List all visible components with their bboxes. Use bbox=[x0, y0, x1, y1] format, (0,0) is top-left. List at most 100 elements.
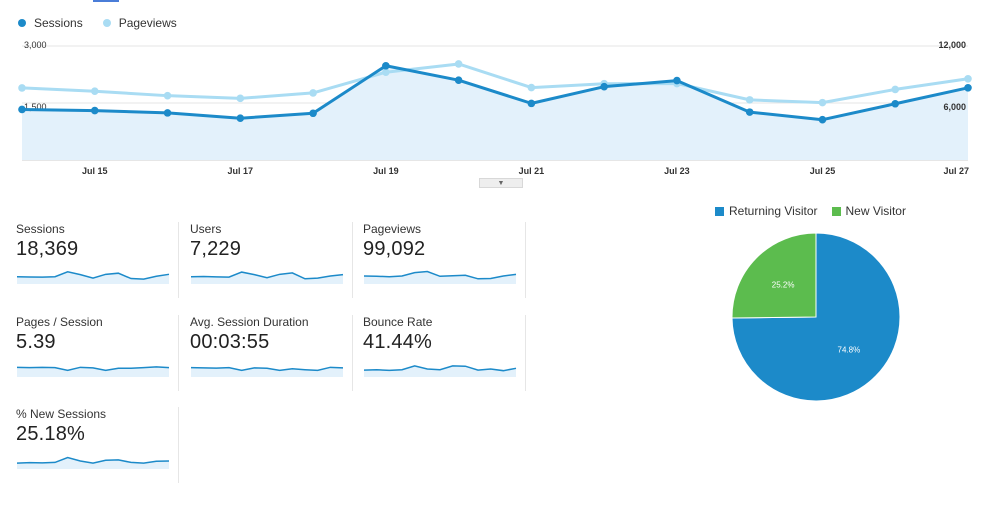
sessions-point[interactable] bbox=[309, 109, 317, 118]
chart-collapse-handle[interactable]: ▼ bbox=[479, 178, 523, 188]
sessions-point[interactable] bbox=[673, 76, 681, 85]
pie-chart: 74.8% 25.2% bbox=[731, 232, 901, 402]
pie-slice[interactable] bbox=[731, 232, 817, 319]
metric-label: Pages / Session bbox=[16, 315, 103, 329]
metric-sparkline bbox=[16, 366, 170, 377]
metric-label: Pageviews bbox=[363, 222, 422, 236]
metric-tile[interactable]: Sessions 18,369 bbox=[16, 222, 179, 298]
metric-value: 5.39 bbox=[16, 331, 56, 353]
y-right-tick-label: 6,000 bbox=[943, 102, 966, 112]
sparkline-line bbox=[16, 456, 170, 464]
sessions-point[interactable] bbox=[382, 61, 390, 70]
pie-slice-label: 25.2% bbox=[772, 281, 795, 290]
metric-tile[interactable]: Pageviews 99,092 bbox=[363, 222, 526, 298]
sessions-line bbox=[21, 64, 969, 122]
sessions-point[interactable] bbox=[163, 109, 172, 117]
pie-legend-item-returning-visitor[interactable]: Returning Visitor bbox=[715, 204, 818, 218]
metric-label: Users bbox=[190, 222, 222, 236]
triangle-down-icon: ▼ bbox=[497, 179, 505, 187]
line-chart: 3,000 1,500 12,000 6,000 Jul 15 Jul 17 Jul 19 J… bbox=[18, 40, 972, 176]
metric-tile[interactable]: Bounce Rate 41.44% bbox=[363, 315, 526, 391]
metric-tile[interactable]: Pages / Session 5.39 bbox=[16, 315, 179, 391]
metric-value: 25.18% bbox=[16, 423, 86, 445]
metric-sparkline bbox=[16, 271, 170, 284]
sessions-point[interactable] bbox=[236, 114, 245, 122]
x-tick-label: Jul 23 bbox=[664, 166, 690, 176]
metric-value: 7,229 bbox=[190, 238, 242, 260]
sessions-point[interactable] bbox=[818, 115, 827, 124]
pageviews-line bbox=[21, 62, 969, 105]
sessions-point[interactable] bbox=[964, 84, 972, 92]
metric-tile[interactable]: % New Sessions 25.18% bbox=[16, 407, 179, 483]
metric-sparkline bbox=[190, 271, 344, 284]
y-left-tick-label: 1,500 bbox=[24, 102, 47, 112]
pageviews-point[interactable] bbox=[382, 68, 390, 77]
metric-tile[interactable]: Avg. Session Duration 00:03:55 bbox=[190, 315, 353, 391]
legend-label-sessions: Sessions bbox=[34, 16, 83, 30]
pie-legend-label: Returning Visitor bbox=[729, 204, 818, 218]
metric-label: % New Sessions bbox=[16, 407, 107, 421]
x-tick-label: Jul 17 bbox=[228, 166, 254, 176]
x-tick-label: Jul 19 bbox=[373, 166, 399, 176]
metric-sparkline bbox=[363, 365, 517, 377]
sessions-point[interactable] bbox=[745, 108, 754, 116]
y-right-tick-label: 12,000 bbox=[938, 40, 966, 50]
metric-tile[interactable]: Users 7,229 bbox=[190, 222, 353, 298]
pageviews-point[interactable] bbox=[18, 84, 26, 92]
x-tick-label: Jul 15 bbox=[82, 166, 108, 176]
metric-value: 41.44% bbox=[363, 331, 433, 353]
sparkline-line bbox=[16, 271, 170, 280]
metric-label: Sessions bbox=[16, 222, 65, 236]
sparkline-line bbox=[16, 366, 170, 372]
metric-sparkline bbox=[190, 366, 344, 377]
metric-label: Avg. Session Duration bbox=[190, 315, 309, 329]
legend-item-pageviews[interactable]: Pageviews bbox=[102, 16, 177, 30]
pageviews-point[interactable] bbox=[745, 96, 754, 104]
pageviews-point[interactable] bbox=[964, 74, 972, 83]
pie-legend: Returning Visitor New Visitor bbox=[715, 204, 906, 218]
metric-value: 99,092 bbox=[363, 238, 426, 260]
legend-item-sessions[interactable]: Sessions bbox=[18, 16, 83, 30]
metric-label: Bounce Rate bbox=[363, 315, 433, 329]
sparkline-line bbox=[190, 271, 344, 280]
pageviews-point[interactable] bbox=[454, 60, 463, 68]
legend-label-pageviews: Pageviews bbox=[118, 16, 177, 30]
active-tab-indicator bbox=[93, 0, 119, 2]
sessions-point[interactable] bbox=[891, 99, 900, 108]
pageviews-point[interactable] bbox=[818, 98, 827, 107]
sparkline-area bbox=[364, 365, 516, 377]
pie-legend-label: New Visitor bbox=[845, 204, 906, 218]
x-tick-label: Jul 21 bbox=[519, 166, 545, 176]
pageviews-point[interactable] bbox=[891, 85, 900, 94]
pie-slice-label: 74.8% bbox=[838, 345, 861, 354]
sparkline-area bbox=[364, 271, 516, 284]
square-marker-icon bbox=[831, 206, 841, 216]
pageviews-point[interactable] bbox=[309, 89, 317, 97]
circle-marker-icon bbox=[18, 19, 26, 27]
metric-value: 00:03:55 bbox=[190, 331, 270, 353]
y-left-tick-label: 3,000 bbox=[24, 40, 47, 50]
sparkline-area bbox=[17, 271, 169, 284]
metric-sparkline bbox=[16, 456, 170, 469]
pageviews-point[interactable] bbox=[236, 94, 245, 103]
x-tick-label: Jul 27 bbox=[943, 166, 969, 176]
sessions-point[interactable] bbox=[18, 105, 26, 114]
sessions-point[interactable] bbox=[90, 106, 99, 115]
square-marker-icon bbox=[715, 206, 724, 216]
sparkline-line bbox=[190, 366, 344, 372]
pie-legend-item-new-visitor[interactable]: New Visitor bbox=[831, 204, 906, 218]
pageviews-point[interactable] bbox=[90, 87, 99, 96]
metric-sparkline bbox=[363, 270, 517, 284]
sessions-area bbox=[22, 65, 968, 160]
x-tick-label: Jul 25 bbox=[810, 166, 836, 176]
pie-slice[interactable] bbox=[731, 232, 901, 402]
sparkline-line bbox=[363, 365, 517, 372]
sessions-point[interactable] bbox=[600, 82, 608, 91]
pageviews-point[interactable] bbox=[527, 83, 536, 92]
pageviews-point[interactable] bbox=[163, 91, 172, 100]
sparkline-line bbox=[363, 270, 517, 280]
sessions-point[interactable] bbox=[527, 99, 536, 108]
sparkline-area bbox=[17, 366, 169, 377]
sessions-point[interactable] bbox=[454, 76, 463, 84]
circle-marker-icon bbox=[102, 19, 111, 27]
